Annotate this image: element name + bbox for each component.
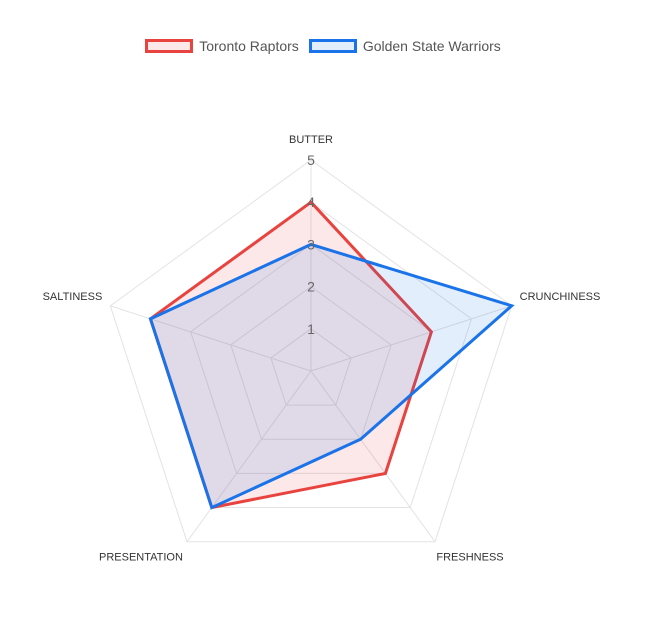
- legend-swatch-golden-state-warriors: [308, 39, 357, 53]
- tick-label-1: 1: [307, 321, 315, 337]
- legend-label-golden-state-warriors: Golden State Warriors: [362, 38, 501, 54]
- grid-ring-1: [270, 328, 352, 406]
- axis-label-crunchiness: CRUNCHINESS: [520, 291, 601, 303]
- grid-spoke-2: [310, 305, 512, 372]
- tick-label-5: 5: [307, 152, 315, 168]
- legend-swatch-toronto-raptors: [145, 39, 194, 53]
- grid-spoke-3: [310, 370, 436, 542]
- axis-label-saltiness: SALTINESS: [43, 291, 103, 303]
- grid-spoke-5: [110, 305, 312, 372]
- tick-label-2: 2: [307, 279, 315, 295]
- legend-label-toronto-raptors: Toronto Raptors: [199, 38, 299, 54]
- axis-label-freshness: FRESHNESS: [436, 552, 503, 564]
- series-toronto-raptors: [148, 200, 434, 510]
- legend: Toronto Raptors Golden State Warriors: [0, 34, 646, 58]
- legend-item-toronto-raptors[interactable]: Toronto Raptors: [145, 38, 299, 54]
- grid-spoke-4: [186, 370, 312, 542]
- axis-label-butter: BUTTER: [289, 134, 333, 146]
- tick-label-3: 3: [307, 236, 315, 252]
- grid-ring-3: [190, 243, 432, 474]
- grid-ring-5: [109, 159, 513, 543]
- series-golden-state-warriors: [148, 242, 515, 510]
- legend-item-golden-state-warriors[interactable]: Golden State Warriors: [308, 38, 501, 54]
- tick-label-4: 4: [307, 194, 315, 210]
- axis-label-presentation: PRESENTATION: [99, 552, 183, 564]
- grid-ring-2: [230, 285, 392, 440]
